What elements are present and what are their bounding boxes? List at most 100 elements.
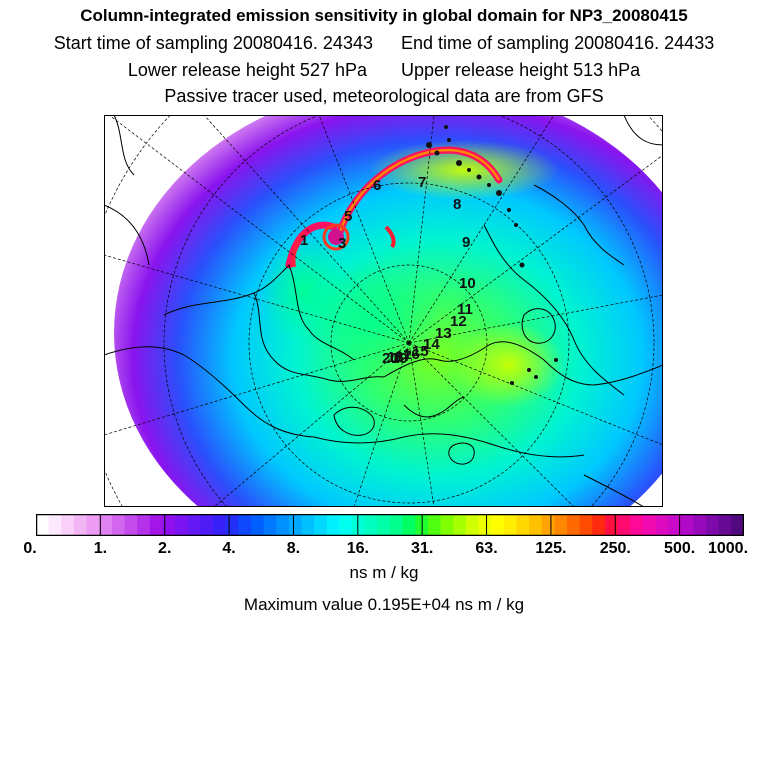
colorbar-cell xyxy=(579,514,593,536)
colorbar-cell xyxy=(642,514,657,536)
colorbar-cell xyxy=(73,514,88,536)
colorbar-cell xyxy=(86,514,100,536)
colorbar-cell xyxy=(225,514,239,536)
colorbar-cell xyxy=(731,514,744,536)
colorbar-cell xyxy=(680,514,695,536)
colorbar-cell xyxy=(99,514,113,536)
release-point-hotspot xyxy=(328,229,344,245)
tracer-note: Passive tracer used, meteorological data… xyxy=(164,86,604,106)
colorbar-cell xyxy=(604,514,619,536)
plot-title: Column-integrated emission sensitivity i… xyxy=(80,6,688,25)
track-label-14: 14 xyxy=(423,336,440,353)
colorbar-cell xyxy=(276,514,290,536)
colorbar-cell xyxy=(427,514,442,536)
colorbar-tick-label: 8. xyxy=(286,540,301,557)
track-label-11: 11 xyxy=(457,301,473,318)
colorbar-cell xyxy=(516,514,530,536)
colorbar-cell xyxy=(213,514,227,536)
graticule xyxy=(104,115,663,507)
map-frame xyxy=(104,115,663,507)
colorbar-tick-label: 250. xyxy=(599,540,631,557)
colorbar-cell xyxy=(390,514,404,536)
colorbar-cell xyxy=(377,514,391,536)
colorbar-tick-label: 1000. xyxy=(707,540,749,557)
field-blob-yellow-east xyxy=(454,323,564,407)
field-blob-green-west xyxy=(259,235,349,345)
colorbar-cell xyxy=(48,514,62,536)
release-point-ring xyxy=(322,223,350,251)
colorbar-cell xyxy=(592,514,606,536)
colorbar-cell xyxy=(61,514,75,536)
colorbar-cell xyxy=(326,514,341,536)
colorbar-cell xyxy=(491,514,505,536)
colorbar-cell xyxy=(554,514,568,536)
colorbar-cell xyxy=(567,514,581,536)
colorbar-cell xyxy=(402,514,416,536)
coastlines xyxy=(104,115,663,507)
colorbar xyxy=(36,514,744,536)
colorbar-cell xyxy=(162,514,176,536)
track-label-10: 10 xyxy=(459,275,476,292)
track-label-3: 3 xyxy=(338,235,346,252)
colorbar-cell xyxy=(238,514,252,536)
sampling-times: Start time of sampling 20080416. 24343 En… xyxy=(0,33,768,54)
end-time-label: End time of sampling 20080416. 24433 xyxy=(400,33,715,53)
high-sensitivity-arc-core xyxy=(337,148,501,236)
colorbar-tick-label: 2. xyxy=(158,540,172,557)
hotspot-arc-west xyxy=(291,231,306,268)
colorbar-cell xyxy=(124,514,138,536)
track-label-19: 19 xyxy=(391,350,408,367)
colorbar-cell xyxy=(529,514,543,536)
track-label-1: 1 xyxy=(300,232,308,249)
colorbar-cells xyxy=(36,514,744,536)
colorbar-dividers xyxy=(99,514,681,536)
upper-release-label: Upper release height 513 hPa xyxy=(401,60,641,80)
track-label-16: 16 xyxy=(403,346,420,363)
colorbar-cell xyxy=(339,514,353,536)
trajectory-labels: 1 3 5 6 7 8 9 10 11 12 13 14 15 16 17 18… xyxy=(300,174,476,367)
track-label-6: 6 xyxy=(373,177,381,194)
colorbar-cell xyxy=(541,514,555,536)
release-heights: Lower release height 527 hPa Upper releas… xyxy=(0,60,768,81)
lower-release-label: Lower release height 527 hPa xyxy=(127,60,367,80)
colorbar-frame xyxy=(36,514,744,536)
colorbar-cell xyxy=(655,514,669,536)
colorbar-tick-label: 500. xyxy=(664,540,696,557)
colorbar-tick-label: 63. xyxy=(475,540,498,557)
track-label-17: 17 xyxy=(395,348,412,365)
track-label-7: 7 xyxy=(418,174,426,191)
colorbar-unit-label: ns m / kg xyxy=(349,563,419,582)
colorbar-cell xyxy=(668,514,682,536)
track-label-18: 18 xyxy=(387,349,404,366)
colorbar-cell xyxy=(453,514,467,536)
colorbar-tick-labels: 0. 1. 2. 4. 8. 16. 31. 63. 125. 250. 500. 1000. xyxy=(0,540,768,560)
colorbar-cell xyxy=(440,514,454,536)
colorbar-tick-label: 16. xyxy=(346,540,369,557)
colorbar-cell xyxy=(250,514,265,536)
emission-sensitivity-map: 1 3 5 6 7 8 9 10 11 12 13 14 15 16 17 18… xyxy=(104,115,663,507)
colorbar-cell xyxy=(693,514,707,536)
track-label-8: 8 xyxy=(453,196,461,213)
colorbar-cell xyxy=(175,514,189,536)
track-label-15: 15 xyxy=(412,343,429,360)
colorbar-cell xyxy=(187,514,201,536)
colorbar-cell xyxy=(263,514,277,536)
colorbar-cell xyxy=(478,514,492,536)
colorbar-cell xyxy=(111,514,126,536)
colorbar-cell xyxy=(706,514,720,536)
colorbar-cell xyxy=(465,514,480,536)
track-label-13: 13 xyxy=(435,325,452,342)
start-time-label: Start time of sampling 20080416. 24343 xyxy=(53,33,373,53)
track-label-12: 12 xyxy=(450,313,467,330)
colorbar-cell xyxy=(352,514,366,536)
colorbar-cell xyxy=(36,514,50,536)
colorbar-tick-label: 125. xyxy=(535,540,567,557)
colorbar-cell xyxy=(137,514,151,536)
colorbar-cell xyxy=(718,514,732,536)
colorbar-cell xyxy=(503,514,518,536)
colorbar-cell xyxy=(288,514,303,536)
island-markings xyxy=(426,125,558,385)
track-label-20: 20 xyxy=(382,350,399,367)
colorbar-tick-label: 31. xyxy=(411,540,434,557)
track-label-5: 5 xyxy=(344,208,352,225)
